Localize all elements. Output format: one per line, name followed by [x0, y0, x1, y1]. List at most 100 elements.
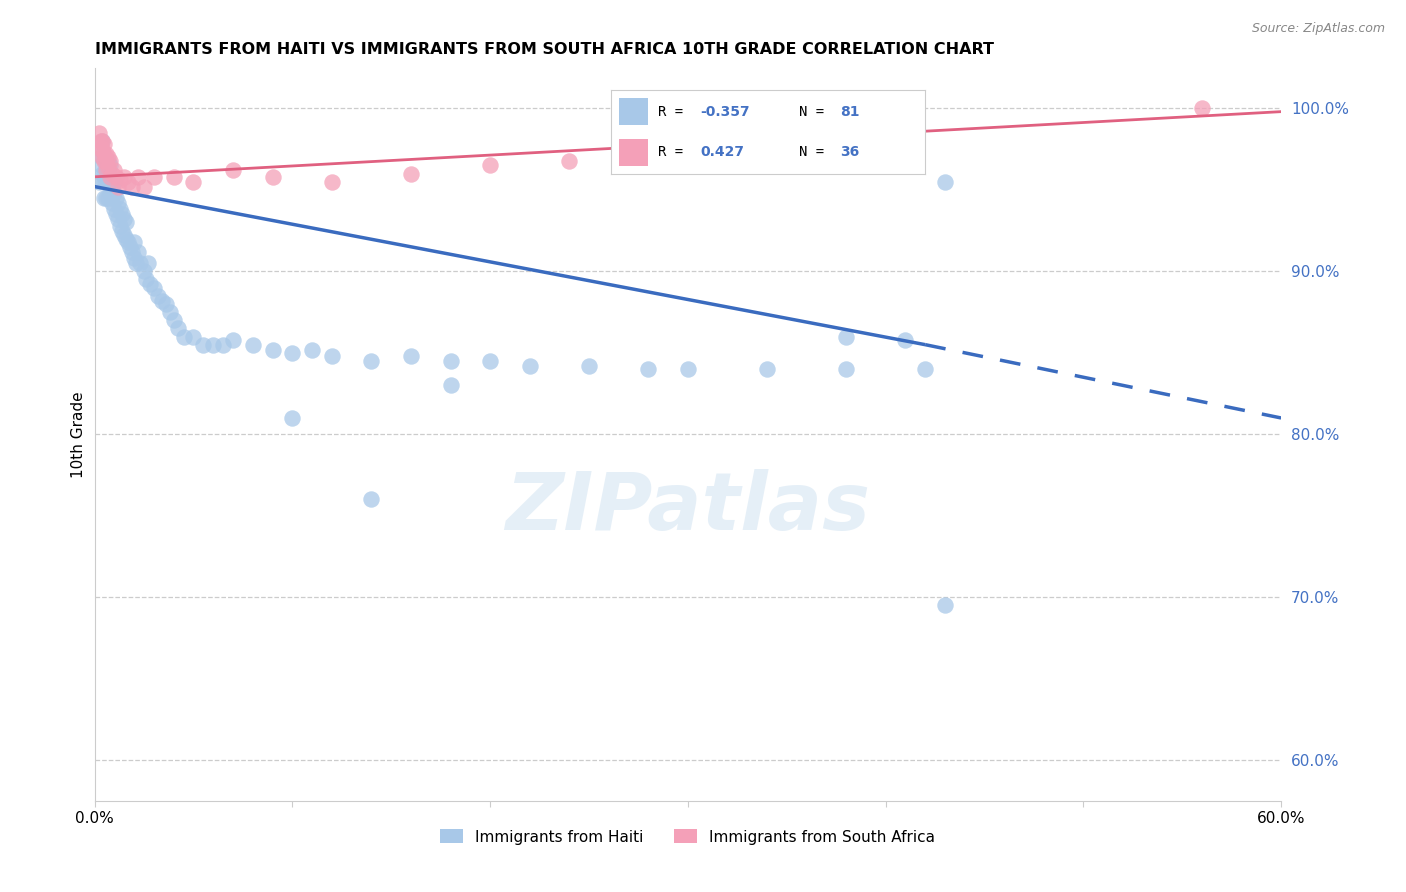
Point [439, 354, 461, 368]
Point [89, 134, 111, 148]
Point [96, 163, 118, 178]
Point [139, 277, 162, 292]
Point [96, 147, 118, 161]
Point [360, 492, 382, 507]
Point [93, 147, 115, 161]
Point [193, 337, 215, 351]
Y-axis label: 10th Grade: 10th Grade [72, 391, 86, 477]
Point [135, 272, 157, 286]
Point [122, 235, 145, 249]
Point [159, 305, 181, 319]
Point [117, 235, 139, 249]
Point [100, 158, 122, 172]
Point [132, 179, 155, 194]
Point [637, 362, 659, 376]
Point [212, 337, 235, 351]
Point [93, 191, 115, 205]
Point [97, 160, 120, 174]
Point [121, 244, 143, 259]
Point [97, 175, 120, 189]
Point [173, 329, 195, 343]
Point [112, 212, 135, 227]
Point [222, 333, 245, 347]
Point [115, 215, 138, 229]
Point [100, 169, 122, 184]
Point [894, 333, 917, 347]
Point [1191, 102, 1213, 116]
Point [146, 289, 169, 303]
Point [107, 179, 129, 194]
Point [479, 158, 502, 172]
Point [107, 195, 129, 210]
Point [105, 169, 128, 184]
Legend: Immigrants from Haiti, Immigrants from South Africa: Immigrants from Haiti, Immigrants from S… [440, 830, 935, 845]
Point [89, 142, 111, 156]
Point [111, 207, 134, 221]
Point [281, 411, 304, 425]
Point [91, 142, 114, 156]
Point [136, 256, 159, 270]
Point [87, 175, 110, 189]
Point [111, 224, 134, 238]
Point [93, 150, 115, 164]
Point [110, 202, 132, 217]
Point [676, 362, 699, 376]
Point [96, 191, 118, 205]
Point [87, 126, 110, 140]
Point [439, 378, 461, 392]
Point [150, 293, 173, 308]
Point [103, 175, 125, 189]
Point [519, 359, 541, 373]
Point [142, 280, 165, 294]
Point [121, 179, 143, 194]
Point [97, 167, 120, 181]
Point [89, 158, 111, 172]
Text: ZIPatlas: ZIPatlas [505, 468, 870, 547]
Text: Source: ZipAtlas.com: Source: ZipAtlas.com [1251, 22, 1385, 36]
Point [578, 359, 600, 373]
Point [202, 337, 225, 351]
Point [110, 173, 132, 187]
Point [129, 256, 152, 270]
Point [914, 362, 936, 376]
Point [96, 175, 118, 189]
Point [93, 137, 115, 152]
Point [96, 158, 118, 172]
Point [125, 256, 148, 270]
Point [93, 175, 115, 189]
Point [222, 163, 245, 178]
Point [91, 150, 114, 164]
Point [120, 240, 142, 254]
Point [101, 167, 124, 181]
Point [93, 167, 115, 181]
Point [934, 175, 956, 189]
Point [183, 329, 205, 343]
Point [321, 349, 343, 363]
Point [166, 321, 188, 335]
Point [100, 169, 122, 184]
Point [122, 252, 145, 266]
Point [100, 153, 122, 168]
Point [105, 191, 128, 205]
Point [112, 169, 135, 184]
Point [360, 354, 382, 368]
Point [934, 599, 956, 613]
Point [132, 264, 155, 278]
Point [558, 153, 581, 168]
Point [103, 163, 125, 178]
Point [97, 191, 120, 205]
Point [89, 142, 111, 156]
Point [479, 354, 502, 368]
Point [100, 186, 122, 200]
Point [163, 169, 186, 184]
Point [281, 346, 304, 360]
Point [183, 175, 205, 189]
Point [142, 169, 165, 184]
Point [107, 212, 129, 227]
Text: IMMIGRANTS FROM HAITI VS IMMIGRANTS FROM SOUTH AFRICA 10TH GRADE CORRELATION CHA: IMMIGRANTS FROM HAITI VS IMMIGRANTS FROM… [94, 42, 994, 57]
Point [97, 153, 120, 168]
Point [155, 297, 177, 311]
Point [399, 167, 422, 181]
Point [835, 362, 858, 376]
Point [101, 179, 124, 194]
